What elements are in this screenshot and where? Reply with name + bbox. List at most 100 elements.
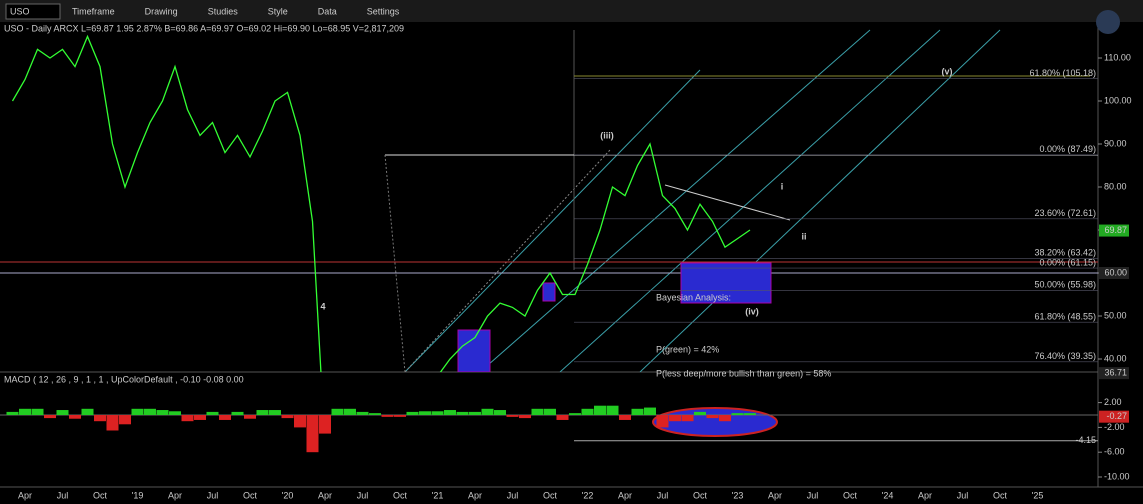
toolbar-item[interactable]: Settings xyxy=(367,6,400,16)
fib-label: 0.00% (87.49) xyxy=(1039,144,1096,154)
macd-bar xyxy=(706,415,719,419)
macd-bar xyxy=(156,410,169,415)
macd-bar xyxy=(31,408,44,415)
macd-bar xyxy=(194,415,206,420)
fib-label: 23.60% (72.61) xyxy=(1034,208,1096,218)
x-tick-label: Apr xyxy=(768,490,782,500)
price-badge xyxy=(1099,367,1129,380)
x-tick-label: Apr xyxy=(468,490,482,500)
macd-bar xyxy=(344,408,356,415)
macd-bar xyxy=(631,408,644,415)
macd-tick-label: -2.00 xyxy=(1104,422,1125,432)
macd-bar xyxy=(106,415,119,431)
macd-bar xyxy=(456,411,469,415)
y-tick-label: 110.00 xyxy=(1104,52,1131,62)
macd-bar xyxy=(681,415,694,422)
x-tick-label: Jul xyxy=(657,490,669,500)
fib-label: 61.80% (48.55) xyxy=(1034,312,1096,322)
x-tick-label: Apr xyxy=(18,490,32,500)
x-tick-label: '19 xyxy=(132,490,144,500)
macd-bar xyxy=(531,408,544,415)
x-tick-label: Oct xyxy=(93,490,108,500)
macd-badge-label: -4.15 xyxy=(1075,435,1096,445)
wave-label: (v) xyxy=(942,66,953,76)
y-tick-label: 50.00 xyxy=(1104,310,1127,320)
screenshot-button[interactable] xyxy=(1096,10,1120,34)
wave-label: 4 xyxy=(320,301,325,311)
macd-bar xyxy=(744,413,756,415)
x-tick-label: Apr xyxy=(918,490,932,500)
fib-label: 38.20% (63.42) xyxy=(1034,248,1096,258)
toolbar-item[interactable]: Style xyxy=(268,6,288,16)
price-badge-label: 69.87 xyxy=(1104,225,1127,235)
macd-bar xyxy=(431,411,444,415)
analysis-line: P(less deep/more bullish than green) = 5… xyxy=(656,368,831,378)
macd-highlight xyxy=(652,407,778,437)
toolbar-item[interactable]: Drawing xyxy=(145,6,178,16)
y-tick-label: 90.00 xyxy=(1104,138,1127,148)
macd-bar xyxy=(119,415,131,425)
macd-bar xyxy=(731,413,744,415)
x-tick-label: '22 xyxy=(582,490,594,500)
x-tick-label: Oct xyxy=(543,490,558,500)
macd-bar xyxy=(469,411,481,415)
macd-bar xyxy=(406,411,419,415)
macd-bar xyxy=(19,408,31,415)
macd-bar xyxy=(281,415,294,419)
symbol-box[interactable] xyxy=(5,3,61,20)
macd-bar xyxy=(594,405,606,415)
macd-bar xyxy=(6,411,19,415)
x-tick-label: Oct xyxy=(993,490,1008,500)
price-badge xyxy=(1099,224,1129,237)
x-tick-label: '25 xyxy=(1032,490,1044,500)
macd-tick-label: -6.00 xyxy=(1104,447,1125,457)
symbol[interactable]: USO xyxy=(10,6,30,16)
x-tick-label: '20 xyxy=(282,490,294,500)
x-tick-label: Oct xyxy=(243,490,258,500)
macd-bar xyxy=(256,410,269,415)
macd-bar xyxy=(269,410,281,415)
macd-badge xyxy=(1099,410,1129,423)
macd-bar xyxy=(144,408,156,415)
macd-bar xyxy=(669,415,681,422)
price-badge-label: 60.00 xyxy=(1104,267,1127,277)
macd-bar xyxy=(656,415,669,428)
x-tick-label: Oct xyxy=(693,490,708,500)
toolbar-item[interactable]: Timeframe xyxy=(72,6,115,16)
macd-bar xyxy=(481,408,494,415)
price-badge xyxy=(1099,267,1129,279)
x-tick-label: Apr xyxy=(618,490,632,500)
legend: USO - Daily ARCX L=69.87 1.95 2.87% B=69… xyxy=(4,23,404,33)
toolbar-item[interactable]: Data xyxy=(318,6,337,16)
price-line xyxy=(11,34,751,372)
macd-bar xyxy=(419,411,431,415)
drawings xyxy=(0,29,1098,372)
wave-label: (iv) xyxy=(745,306,759,316)
macd-bar xyxy=(619,415,631,420)
macd-legend: MACD ( 12 , 26 , 9 , 1 , 1 , UpColorDefa… xyxy=(4,374,244,384)
toolbar-item[interactable]: Studies xyxy=(208,6,239,16)
macd-bar xyxy=(319,415,331,434)
y-tick-label: 40.00 xyxy=(1104,353,1127,363)
macd-bar xyxy=(56,410,69,415)
x-tick-label: '24 xyxy=(882,490,894,500)
macd-bar xyxy=(219,415,231,420)
macd-bar xyxy=(69,415,81,419)
macd-bar xyxy=(131,408,144,415)
macd-bar xyxy=(694,411,706,415)
macd-bar xyxy=(294,415,306,428)
x-tick-label: Apr xyxy=(318,490,332,500)
macd-bar xyxy=(506,415,519,417)
macd-bar xyxy=(181,415,194,422)
wave-label: (iii) xyxy=(600,130,614,140)
macd-bar xyxy=(306,415,319,453)
macd-bar xyxy=(356,411,369,415)
macd-bar xyxy=(556,415,569,420)
macd-bar xyxy=(444,410,456,415)
wave-label: i xyxy=(781,181,784,191)
y-tick-label: 80.00 xyxy=(1104,181,1127,191)
macd-bar xyxy=(569,413,581,415)
macd-tick-label: 2.00 xyxy=(1104,397,1122,407)
macd-bar xyxy=(44,415,56,419)
